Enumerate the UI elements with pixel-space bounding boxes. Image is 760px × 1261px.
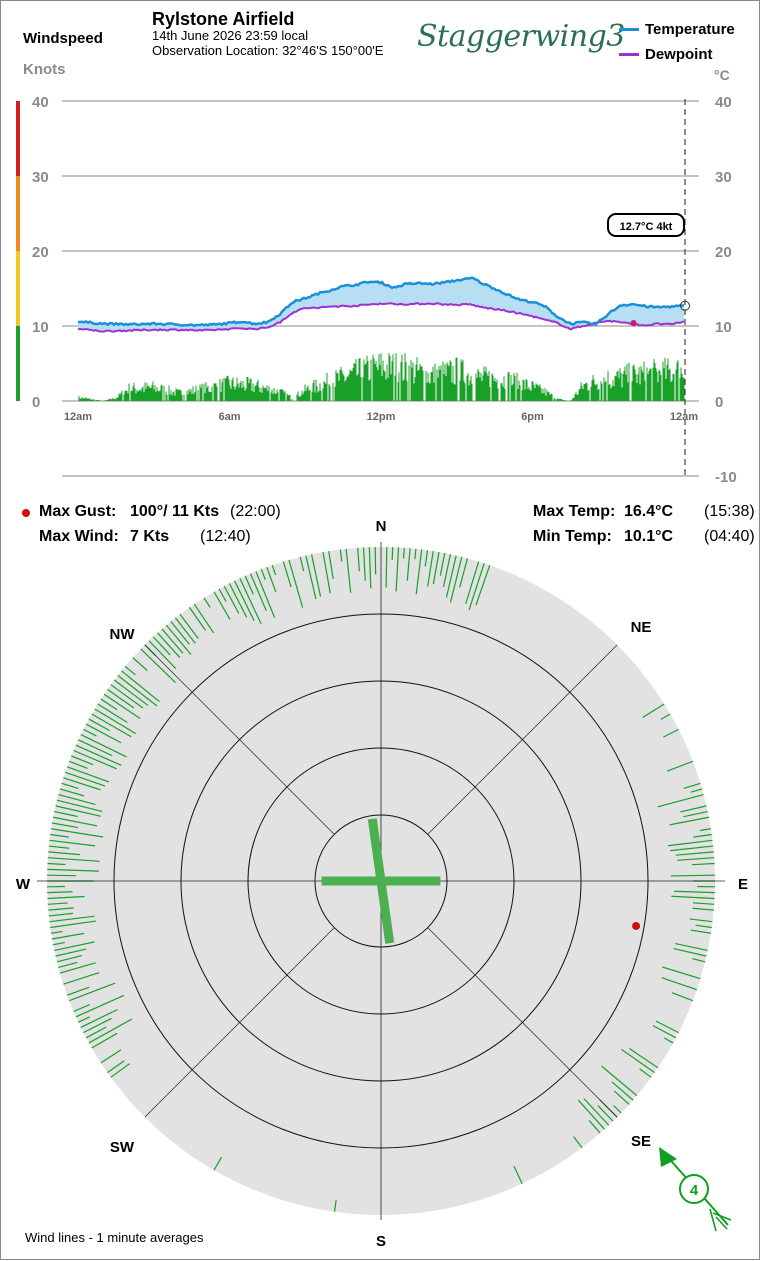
compass-label-sw: SW — [110, 1139, 135, 1156]
compass-label-e: E — [738, 876, 748, 893]
compass-label-s: S — [376, 1233, 386, 1250]
compass-label-n: N — [376, 518, 387, 535]
current-wind-speed-value: 4 — [690, 1182, 699, 1199]
current-wind-arrow-feather — [710, 1209, 716, 1231]
compass-label-nw: NW — [110, 626, 136, 643]
compass-label-se: SE — [631, 1133, 651, 1150]
wind-line — [386, 547, 387, 588]
wind-lines-footnote: Wind lines - 1 minute averages — [25, 1230, 203, 1245]
wind-line — [404, 548, 405, 559]
wind-line — [47, 875, 76, 876]
wind-line — [671, 875, 715, 876]
compass-label-ne: NE — [631, 619, 652, 636]
compass-label-w: W — [16, 876, 31, 893]
max-gust-marker — [632, 922, 640, 930]
